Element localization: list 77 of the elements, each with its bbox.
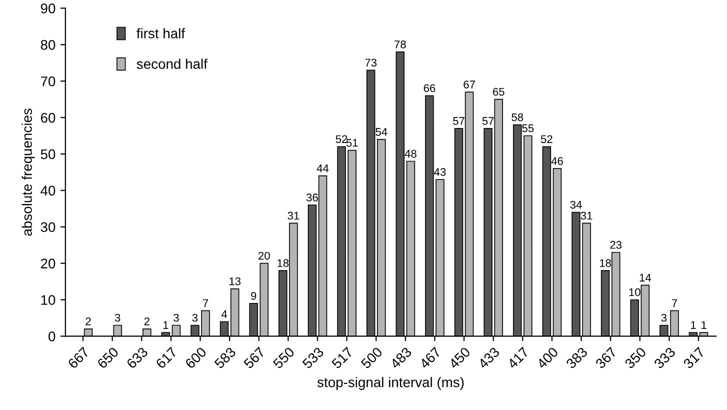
x-tick-label: 383: [566, 346, 588, 370]
y-tick-label: 0: [48, 332, 56, 342]
data-label: 43: [434, 168, 446, 176]
data-label: 58: [512, 113, 524, 122]
x-tick-label: 417: [506, 346, 530, 370]
data-label: 34: [570, 200, 582, 209]
x-tick-label: 500: [360, 346, 383, 370]
data-label: 57: [482, 117, 494, 125]
x-tick-label: 467: [418, 346, 442, 370]
data-label: 18: [278, 259, 289, 268]
x-tick-label: 600: [184, 346, 208, 370]
y-tick-label: 10: [41, 295, 56, 305]
data-label: 46: [551, 157, 563, 165]
data-label: 2: [86, 317, 91, 326]
y-tick-label: 50: [40, 149, 56, 160]
data-label: 3: [192, 314, 198, 322]
data-label: 52: [540, 135, 552, 144]
data-label: 57: [453, 117, 464, 125]
data-label: 3: [174, 314, 179, 322]
y-tick-label: 30: [40, 222, 56, 232]
data-label: 7: [672, 299, 678, 307]
data-label: 2: [144, 317, 150, 326]
data-label: 4: [221, 310, 228, 318]
data-label: 1: [690, 321, 696, 329]
y-tick-label: 20: [40, 258, 56, 268]
x-tick-label: 517: [331, 346, 354, 370]
x-tick-label: 367: [594, 346, 618, 370]
data-label: 3: [114, 314, 120, 322]
x-axis-title: stop-signal interval (ms): [317, 377, 464, 390]
data-label: 1: [163, 321, 168, 329]
data-label: 67: [464, 80, 475, 88]
x-tick-label: 317: [682, 346, 706, 370]
data-label: 1: [702, 321, 706, 329]
data-label: 54: [376, 128, 388, 136]
data-label: 3: [661, 314, 667, 322]
x-tick-label: 567: [243, 346, 266, 370]
data-label: 20: [258, 252, 270, 260]
x-tick-label: 650: [96, 346, 120, 370]
y-axis-title: absolute frequencies: [22, 108, 35, 236]
data-label: 51: [346, 138, 358, 147]
x-tick-label: 667: [67, 346, 90, 370]
data-label: 36: [306, 194, 318, 202]
x-tick-label: 633: [126, 346, 148, 370]
x-tick-label: 433: [477, 346, 500, 370]
data-label: 48: [404, 150, 416, 158]
data-label: 52: [336, 135, 348, 144]
data-label: 14: [640, 274, 652, 282]
data-label: 7: [203, 299, 208, 307]
y-tick-label: 40: [40, 186, 56, 196]
data-label: 78: [394, 40, 406, 48]
x-tick-label: 550: [272, 346, 296, 370]
legend-label: first half: [136, 28, 186, 38]
x-tick-label: 350: [624, 346, 647, 370]
data-label: 10: [629, 288, 640, 296]
legend-label: second half: [136, 58, 208, 69]
data-label: 31: [580, 212, 592, 220]
data-label: 18: [600, 259, 612, 268]
y-tick-label: 80: [40, 40, 56, 50]
x-tick-label: 533: [302, 346, 324, 370]
data-label: 65: [493, 88, 504, 96]
x-tick-label: 617: [155, 346, 178, 370]
x-tick-label: 583: [214, 346, 236, 370]
data-label: 66: [424, 84, 436, 92]
data-label: 23: [610, 240, 622, 249]
data-label: 13: [230, 277, 241, 286]
y-tick-label: 60: [40, 112, 56, 123]
data-label: 73: [365, 58, 377, 67]
x-tick-label: 483: [390, 346, 412, 370]
data-label: 31: [288, 212, 300, 220]
y-tick-label: 70: [40, 76, 56, 86]
x-tick-label: 450: [448, 346, 471, 370]
data-label: 55: [522, 124, 534, 132]
data-label: 44: [316, 164, 329, 172]
x-tick-label: 400: [536, 346, 559, 370]
data-label: 9: [251, 292, 256, 300]
x-tick-label: 333: [653, 346, 676, 370]
y-tick-label: 90: [40, 4, 56, 14]
